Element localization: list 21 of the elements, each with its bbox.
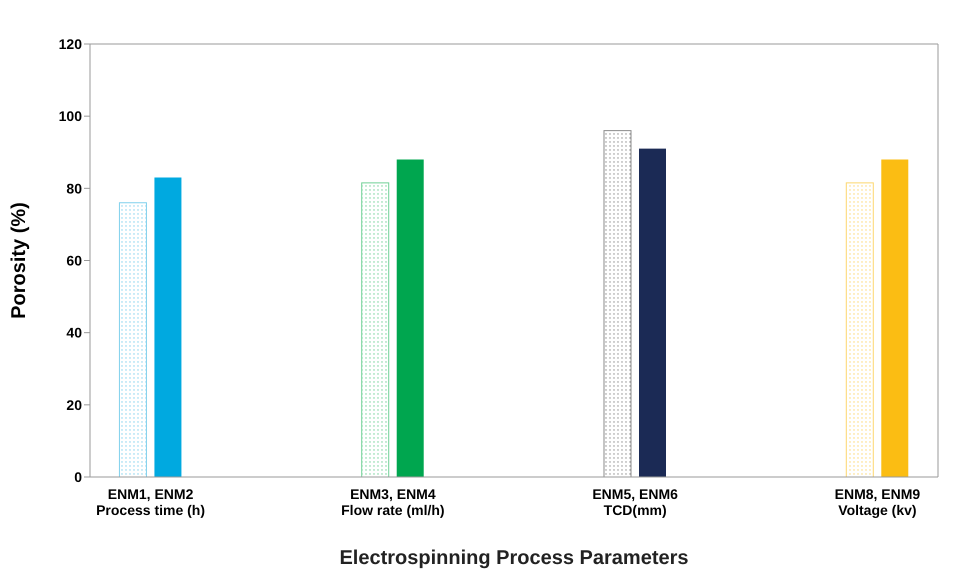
- y-axis-title: Porosity (%): [8, 202, 30, 319]
- bar: [846, 182, 874, 477]
- y-tick-label: 0: [74, 468, 82, 485]
- y-tick-label: 20: [66, 396, 82, 413]
- x-axis-title: Electrospinning Process Parameters: [339, 547, 689, 569]
- bar: [396, 159, 424, 477]
- bar: [118, 202, 147, 477]
- x-tick-label: ENM1, ENM2 Process time (h): [96, 486, 206, 518]
- bar: [881, 159, 908, 477]
- y-tick-label: 120: [58, 36, 82, 52]
- x-tick-label: ENM3, ENM4 Flow rate (ml/h): [341, 486, 445, 518]
- bar: [639, 148, 666, 477]
- y-tick-label: 40: [66, 324, 82, 341]
- bar: [361, 182, 390, 477]
- y-tick-label: 80: [66, 180, 82, 196]
- x-tick-label: ENM5, ENM6 TCD(mm): [592, 486, 678, 518]
- bar: [604, 130, 632, 477]
- y-tick-label: 100: [58, 108, 82, 124]
- y-tick-label: 60: [66, 252, 82, 268]
- bar: [154, 178, 182, 477]
- x-tick-label: ENM8, ENM9 Voltage (kv): [834, 486, 920, 518]
